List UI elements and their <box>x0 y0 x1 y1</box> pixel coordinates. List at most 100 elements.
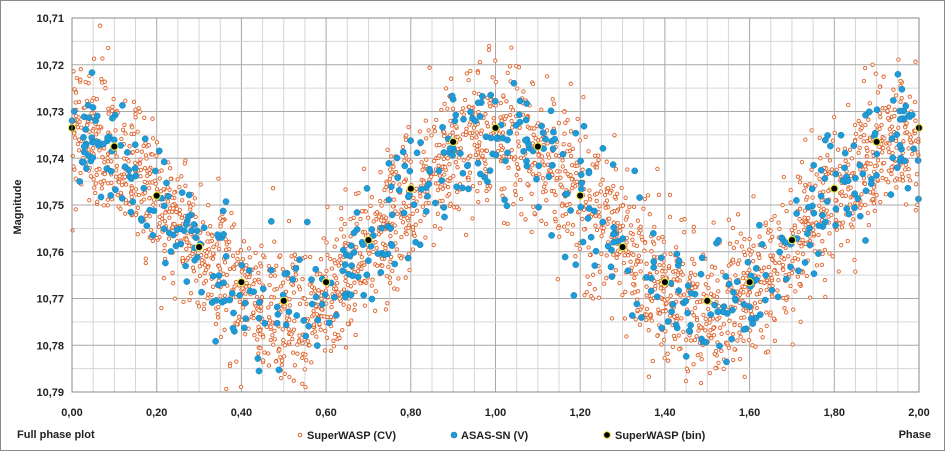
superwasp-cv-point <box>672 336 678 342</box>
superwasp-cv-point <box>91 56 97 61</box>
superwasp-cv-point <box>147 196 152 201</box>
asas-sn-point <box>417 186 425 193</box>
asas-sn-point <box>896 142 904 149</box>
asas-sn-point <box>730 288 737 296</box>
asas-sn-point <box>360 291 368 299</box>
superwasp-cv-point <box>142 115 147 120</box>
superwasp-bin-series <box>67 123 924 305</box>
superwasp-cv-point <box>818 156 823 161</box>
superwasp-cv-point <box>252 333 257 338</box>
superwasp-cv-point <box>529 229 534 235</box>
asas-sn-point <box>80 158 88 166</box>
superwasp-cv-point <box>201 306 207 312</box>
superwasp-cv-point <box>516 144 522 149</box>
superwasp-cv-point <box>390 204 396 209</box>
superwasp-cv-point <box>191 202 196 207</box>
superwasp-cv-point <box>436 163 441 168</box>
superwasp-cv-point <box>574 170 579 176</box>
superwasp-cv-point <box>216 176 221 181</box>
asas-sn-point <box>183 278 191 285</box>
superwasp-cv-point <box>884 177 889 182</box>
superwasp-cv-point <box>143 260 148 266</box>
asas-sn-point <box>580 122 588 130</box>
superwasp-cv-point <box>397 182 402 187</box>
superwasp-cv-point <box>715 317 720 322</box>
superwasp-cv-point <box>902 167 908 172</box>
superwasp-cv-point <box>150 116 155 121</box>
superwasp-cv-point <box>163 210 168 215</box>
superwasp-cv-point <box>707 370 712 376</box>
asas-sn-point <box>542 135 549 143</box>
superwasp-cv-point <box>880 175 885 181</box>
superwasp-cv-point <box>468 68 473 74</box>
superwasp-cv-point <box>78 77 83 82</box>
superwasp-cv-point <box>477 181 482 186</box>
superwasp-cv-point <box>570 185 575 191</box>
asas-sn-point <box>350 229 358 237</box>
superwasp-cv-point <box>501 93 506 98</box>
superwasp-cv-point <box>529 191 534 196</box>
superwasp-cv-point <box>620 292 625 298</box>
asas-sn-point <box>687 321 694 329</box>
superwasp-cv-point <box>727 318 732 323</box>
superwasp-cv-point <box>740 275 746 281</box>
superwasp-cv-point <box>675 277 680 282</box>
superwasp-cv-point <box>139 149 144 154</box>
superwasp-cv-point <box>628 259 633 264</box>
superwasp-cv-point <box>891 87 896 92</box>
superwasp-cv-point <box>791 307 796 312</box>
superwasp-cv-point <box>162 248 167 254</box>
superwasp-cv-point <box>594 191 600 196</box>
superwasp-cv-point <box>607 216 612 221</box>
superwasp-cv-point <box>863 122 868 128</box>
superwasp-cv-point <box>627 204 632 210</box>
asas-sn-point <box>285 308 293 316</box>
superwasp-cv-point <box>278 284 283 289</box>
superwasp-cv-point <box>400 144 406 150</box>
superwasp-cv-point <box>309 291 314 296</box>
superwasp-cv-point <box>721 322 726 327</box>
superwasp-cv-point <box>308 254 313 260</box>
superwasp-cv-point <box>667 192 673 198</box>
superwasp-cv-point <box>781 174 786 180</box>
asas-sn-point <box>363 271 371 279</box>
superwasp-cv-point <box>352 302 358 307</box>
superwasp-cv-point <box>515 165 521 170</box>
superwasp-cv-point <box>698 352 703 357</box>
superwasp-cv-point <box>182 161 187 166</box>
superwasp-cv-point <box>861 139 866 144</box>
asas-sn-point <box>464 161 472 169</box>
asas-sn-point <box>728 335 736 343</box>
superwasp-cv-point <box>348 216 353 222</box>
superwasp-cv-point <box>625 209 630 214</box>
superwasp-cv-point <box>637 322 643 327</box>
superwasp-cv-point <box>491 116 496 121</box>
superwasp-cv-point <box>328 314 334 320</box>
superwasp-cv-point <box>253 250 258 256</box>
asas-sn-point <box>805 203 812 211</box>
superwasp-cv-point <box>354 245 359 250</box>
asas-sn-point <box>896 107 904 115</box>
superwasp-cv-point <box>584 289 589 295</box>
superwasp-cv-point <box>848 185 853 190</box>
asas-sn-point <box>131 141 139 149</box>
asas-sn-point <box>104 134 111 142</box>
superwasp-cv-point <box>540 176 546 181</box>
superwasp-cv-point <box>567 142 572 147</box>
superwasp-cv-point <box>455 165 460 170</box>
asas-sn-point <box>867 180 875 188</box>
superwasp-cv-point <box>177 184 182 190</box>
superwasp-cv-point <box>339 205 344 211</box>
superwasp-cv-point <box>652 241 657 246</box>
superwasp-cv-point <box>847 202 853 207</box>
superwasp-cv-point <box>429 133 434 138</box>
superwasp-bin-point <box>533 142 542 151</box>
superwasp-cv-point <box>540 189 546 195</box>
superwasp-cv-point <box>180 255 185 261</box>
superwasp-cv-point <box>680 272 685 277</box>
asas-sn-point <box>182 262 189 270</box>
asas-sn-point <box>438 177 446 184</box>
superwasp-cv-point <box>383 245 388 251</box>
superwasp-cv-point <box>91 177 96 182</box>
asas-sn-point <box>873 171 880 179</box>
